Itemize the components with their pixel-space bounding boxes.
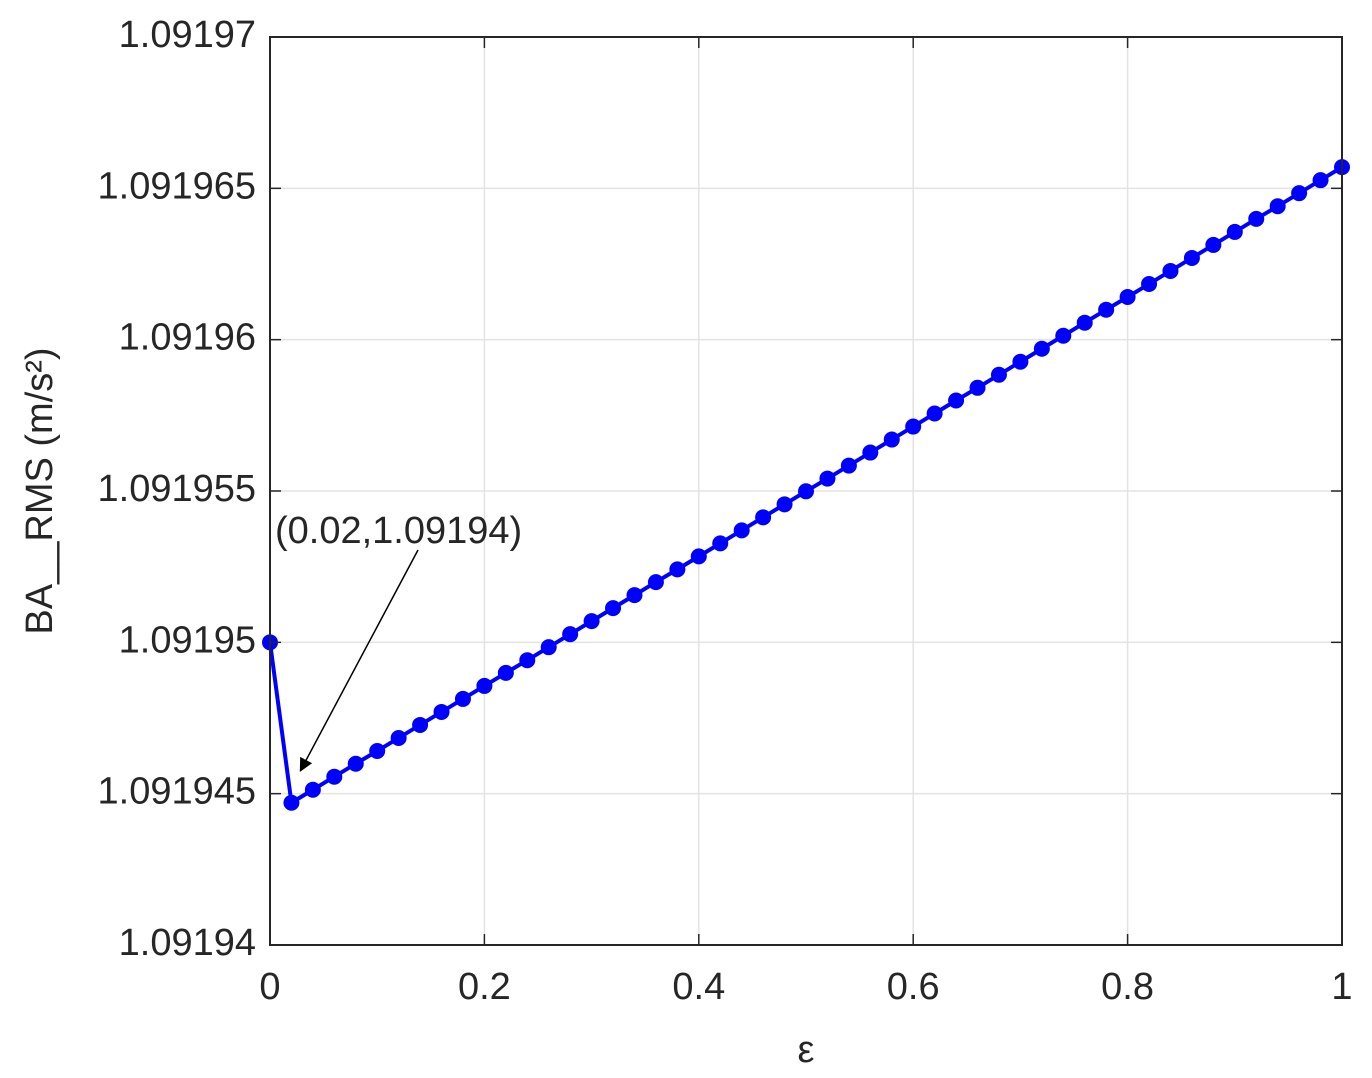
x-axis-label: ε: [798, 1029, 815, 1071]
data-point: [1055, 327, 1072, 344]
annotation: (0.02,1.09194): [275, 510, 522, 552]
data-point: [1141, 275, 1158, 292]
data-point: [712, 535, 729, 552]
data-point: [647, 574, 664, 591]
y-tick-label: 1.09196: [119, 317, 256, 359]
data-point: [905, 418, 922, 435]
data-point: [412, 716, 429, 733]
data-point: [390, 729, 407, 746]
data-point: [433, 703, 450, 720]
data-point: [1119, 288, 1136, 305]
data-point: [562, 626, 579, 643]
data-point: [1205, 236, 1222, 253]
data-point: [690, 548, 707, 565]
data-point: [605, 600, 622, 617]
y-axis-label: BA__RMS (m/s²): [19, 347, 61, 634]
data-point: [1226, 223, 1243, 240]
data-point: [1033, 340, 1050, 357]
x-tick-label: 0: [259, 966, 280, 1008]
data-point: [776, 496, 793, 513]
data-point: [990, 366, 1007, 383]
data-point: [1183, 249, 1200, 266]
y-tick-label: 1.09195: [119, 619, 256, 661]
data-point: [1098, 301, 1115, 318]
data-point: [626, 587, 643, 604]
x-tick-label: 0.6: [887, 966, 940, 1008]
data-point: [819, 470, 836, 487]
data-point: [1312, 172, 1329, 189]
data-point: [304, 781, 321, 798]
x-tick-label: 0.8: [1101, 966, 1154, 1008]
data-point: [1269, 198, 1286, 215]
data-point: [583, 613, 600, 630]
data-point: [540, 639, 557, 656]
y-tick-label: 1.09194: [119, 922, 256, 964]
y-tick-label: 1.091955: [98, 468, 257, 510]
data-point: [454, 690, 471, 707]
data-point: [862, 444, 879, 461]
data-point: [1291, 185, 1308, 202]
data-point: [283, 794, 300, 811]
x-tick-label: 0.2: [458, 966, 511, 1008]
y-tick-label: 1.091945: [98, 771, 257, 813]
data-point: [326, 768, 343, 785]
data-point: [1162, 262, 1179, 279]
data-point: [476, 677, 493, 694]
data-point: [755, 509, 772, 526]
data-point: [519, 652, 536, 669]
data-point: [497, 664, 514, 681]
data-point: [969, 379, 986, 396]
data-point: [798, 483, 814, 500]
plot: [262, 159, 1350, 811]
data-point: [883, 431, 900, 448]
x-tick-label: 0.4: [672, 966, 725, 1008]
data-point: [948, 392, 965, 409]
data-point: [840, 457, 857, 474]
data-point: [733, 522, 750, 539]
annotation-arrow: [299, 549, 419, 772]
data-point: [1248, 210, 1265, 227]
x-tick-label: 1: [1331, 966, 1352, 1008]
data-point: [347, 755, 364, 772]
data-point: [669, 561, 686, 578]
data-point: [1076, 314, 1093, 331]
y-tick-label: 1.09197: [119, 14, 256, 56]
data-point: [369, 742, 386, 759]
data-point: [1012, 353, 1029, 370]
y-tick-label: 1.091965: [98, 165, 257, 207]
data-point: [926, 405, 943, 422]
